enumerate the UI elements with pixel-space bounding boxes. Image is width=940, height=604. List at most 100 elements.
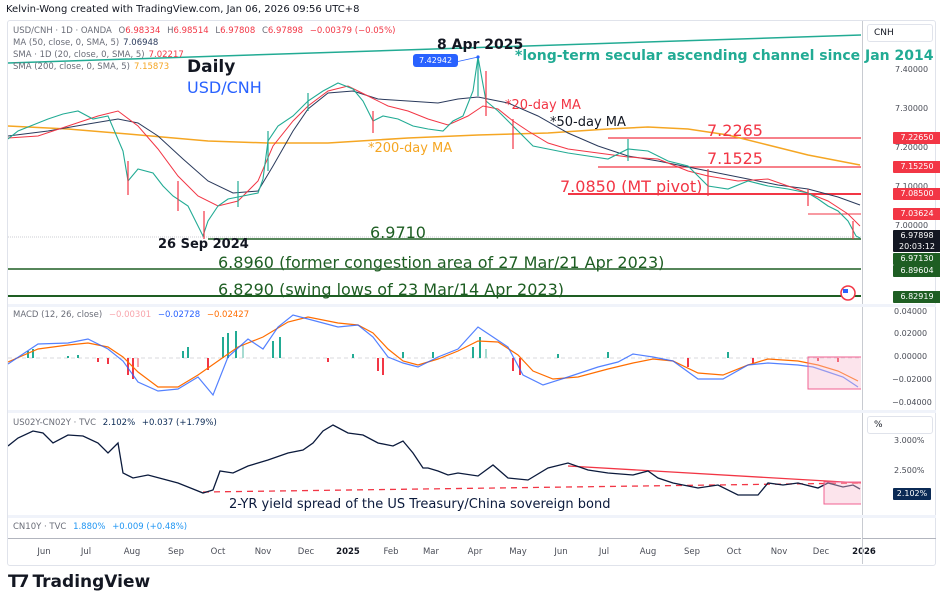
spread-chart-svg <box>8 424 861 505</box>
low-date-label: 26 Sep 2024 <box>158 237 249 252</box>
time-axis-label: Dec <box>297 547 315 557</box>
cn10y-legend: CN10Y · TVC 1.880% +0.009 (+0.48%) <box>13 521 191 533</box>
macd-line-value: −0.02728 <box>157 310 201 320</box>
resistance-3-tag: 7.08500 <box>893 188 940 200</box>
channel-line <box>8 34 861 64</box>
pane-divider[interactable] <box>8 304 936 307</box>
currency-unit-button[interactable]: CNH <box>867 24 933 42</box>
attribution: Kelvin-Wong created with TradingView.com… <box>6 4 360 15</box>
peak-value-callout: 7.42942 <box>413 54 459 67</box>
channel-label: *long-term secular ascending channel sin… <box>515 48 934 64</box>
time-axis-label: Dec <box>812 547 830 557</box>
macd-tick: 0.04000 <box>894 307 928 316</box>
price-tick: 7.40000 <box>895 65 929 74</box>
low-value: 6.97808 <box>220 26 256 36</box>
open-value: 6.98334 <box>125 26 161 36</box>
tradingview-logo-icon: T7 <box>8 572 29 592</box>
resistance-3-label: 7.0850 (MT pivot) <box>560 177 703 196</box>
price-tick: 7.10000 <box>895 182 929 191</box>
ma20-value: 7.02217 <box>148 50 184 60</box>
time-axis-label: Nov <box>254 547 272 557</box>
time-axis[interactable]: Jun Jul Aug Sep Oct Nov Dec 2025 Feb Mar Apr May Jun… <box>8 538 876 564</box>
symbol-label[interactable]: USD/CNH · 1D · OANDA <box>13 26 112 36</box>
close-value: 6.97898 <box>267 26 304 36</box>
spread-value: 2.102% <box>102 418 136 428</box>
ma20-label[interactable]: SMA · 1D (20, close, 0, SMA, 5) <box>13 50 145 60</box>
macd-highlight-box <box>807 356 861 390</box>
macd-tick: −0.02000 <box>892 375 932 384</box>
time-axis-label: Feb <box>383 547 399 557</box>
spread-label[interactable]: US02Y-CN02Y · TVC <box>13 418 97 428</box>
ma20-annotation: *20-day MA <box>505 98 581 113</box>
spread-change: +0.037 (+1.79%) <box>141 418 217 428</box>
time-axis-label: Jun <box>554 547 568 557</box>
pane-divider[interactable] <box>8 410 936 413</box>
tradingview-wordmark: TradingView <box>32 572 151 592</box>
pane-divider[interactable] <box>8 515 936 518</box>
support-2-tag: 6.89604 <box>893 265 940 277</box>
macd-signal-value: −0.02427 <box>206 310 250 320</box>
price-tick: 7.00000 <box>895 221 929 230</box>
spread-tick: 3.000% <box>894 436 925 445</box>
last-price-value: 6.97898 <box>900 231 934 240</box>
time-axis-label: Sep <box>167 547 185 557</box>
spread-last-tag: 2.102% <box>893 488 931 500</box>
spread-tick: 2.500% <box>894 466 925 475</box>
cn10y-label[interactable]: CN10Y · TVC <box>13 522 67 532</box>
time-axis-label: Sep <box>683 547 701 557</box>
time-axis-label: Jul <box>598 547 610 557</box>
time-axis-label: Mar <box>422 547 440 557</box>
ma200-annotation: *200-day MA <box>368 141 453 156</box>
peak-date-label: 8 Apr 2025 <box>437 37 524 53</box>
percent-unit-button[interactable]: % <box>867 416 933 434</box>
time-axis-label: Apr <box>467 547 483 557</box>
support-2-label: 6.8960 (former congestion area of 27 Mar… <box>218 253 665 272</box>
timeframe-label: Daily <box>187 57 236 77</box>
time-axis-corner <box>862 538 936 564</box>
tradingview-logo[interactable]: T7 TradingView <box>8 572 150 592</box>
macd-axis[interactable] <box>862 307 936 410</box>
macd-tick: 0.00000 <box>894 352 928 361</box>
ma50-annotation: *50-day MA <box>550 115 626 130</box>
cn10y-value: 1.880% <box>73 522 106 532</box>
cn10y-change: +0.009 (+0.48%) <box>112 522 188 532</box>
macd-pane[interactable] <box>8 307 861 410</box>
ma20-tag: 7.03624 <box>893 208 940 220</box>
price-axis[interactable] <box>862 21 936 304</box>
ma200-label[interactable]: SMA (200, close, 0, SMA, 5) <box>13 62 130 72</box>
time-axis-label: 2025 <box>336 547 360 557</box>
spread-highlight-box <box>823 481 861 505</box>
time-axis-label: Aug <box>639 547 657 557</box>
ma50-label[interactable]: MA (50, close, 0, SMA, 5) <box>13 38 120 48</box>
time-axis-label: Aug <box>123 547 141 557</box>
time-axis-label: 2026 <box>852 547 876 557</box>
cn10y-axis[interactable] <box>862 518 936 538</box>
price-tick: 7.30000 <box>895 104 929 113</box>
price-tick: 7.20000 <box>895 143 929 152</box>
resistance-2-label: 7.1525 <box>707 149 763 168</box>
spread-axis[interactable] <box>862 413 936 515</box>
resistance-2-tag: 7.15250 <box>893 161 940 173</box>
macd-legend: MACD (12, 26, close) −0.00301 −0.02728 −… <box>13 309 253 321</box>
spread-pane[interactable] <box>8 413 861 515</box>
macd-label[interactable]: MACD (12, 26, close) <box>13 310 103 320</box>
time-axis-label: Jul <box>80 547 92 557</box>
support-1-label: 6.9710 <box>370 223 426 242</box>
support-3-tag: 6.82919 <box>893 291 940 303</box>
macd-tick: −0.04000 <box>892 398 932 407</box>
price-pane[interactable] <box>8 21 861 304</box>
change-value: −0.00379 (−0.05%) <box>309 26 396 36</box>
resistance-1-label: 7.2265 <box>707 121 763 140</box>
price-chart-svg <box>8 34 861 301</box>
spread-annotation: 2-YR yield spread of the US Treasury/Chi… <box>229 497 611 512</box>
ma50-value: 7.06948 <box>123 38 159 48</box>
time-axis-label: Jun <box>37 547 51 557</box>
spread-legend: US02Y-CN02Y · TVC 2.102% +0.037 (+1.79%) <box>13 417 221 429</box>
support-3-label: 6.8290 (swing lows of 23 Mar/14 Apr 2023… <box>218 280 565 299</box>
price-legend: USD/CNH · 1D · OANDA O6.98334 H6.98514 L… <box>13 26 396 72</box>
resistance-1-tag: 7.22650 <box>893 132 940 144</box>
high-value: 6.98514 <box>173 26 209 36</box>
last-price-tag: 6.97898 20:03:12 <box>893 230 940 252</box>
pair-label: USD/CNH <box>187 78 262 97</box>
macd-tick: 0.02000 <box>894 329 928 338</box>
